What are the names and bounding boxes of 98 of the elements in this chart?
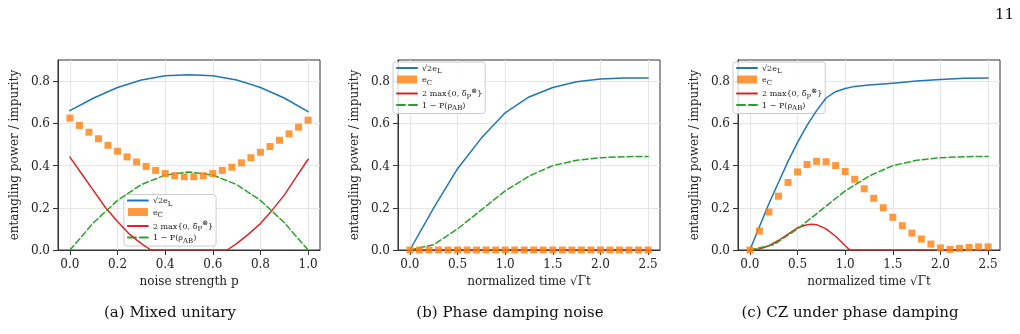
x-tick-label: 1.0: [495, 257, 515, 271]
point: [832, 162, 840, 170]
point: [927, 240, 935, 248]
y-tick-label: 0.2: [710, 200, 730, 215]
x-tick-label: 2.0: [930, 257, 950, 271]
x-tick-label: 0.5: [787, 257, 808, 271]
x-tick-label: 0.6: [203, 257, 223, 271]
point: [295, 123, 303, 131]
point: [152, 166, 160, 174]
point: [123, 153, 131, 161]
y-axis-title: entangling power / impurity: [7, 69, 21, 241]
y-tick-label: 0.2: [30, 200, 50, 215]
y-tick-label: 0.6: [710, 116, 730, 131]
point: [228, 163, 236, 171]
y-tick-label: 0.6: [370, 116, 390, 131]
point: [171, 172, 179, 180]
point: [237, 159, 245, 167]
point: [784, 178, 792, 186]
point: [774, 192, 782, 200]
y-tick-label: 0.4: [30, 158, 51, 173]
point: [908, 229, 916, 237]
x-tick-label: 0.0: [60, 257, 80, 271]
point: [803, 161, 811, 168]
point: [133, 158, 141, 166]
point: [276, 136, 284, 144]
x-tick-label: 1.0: [835, 257, 855, 271]
point: [256, 148, 264, 156]
y-tick-label: 0.0: [370, 243, 390, 257]
point: [266, 143, 274, 151]
point: [879, 204, 887, 212]
text: 11: [994, 4, 1015, 23]
text: (c) CZ under phase damping: [741, 302, 960, 321]
x-axis-title: normalized time √Γt: [807, 273, 931, 288]
x-tick-label: 0.8: [250, 257, 270, 271]
y-tick-label: 0.2: [370, 200, 390, 215]
point: [936, 244, 944, 252]
point: [870, 194, 878, 202]
x-tick-label: 0.4: [155, 257, 176, 271]
point: [66, 114, 74, 122]
y-tick-label: 0.8: [370, 74, 390, 89]
point: [142, 162, 150, 170]
y-tick-label: 0.4: [370, 158, 391, 173]
point: [247, 154, 255, 162]
x-tick-label: 0.2: [107, 257, 128, 271]
point: [209, 170, 217, 178]
point: [755, 227, 763, 235]
point: [813, 157, 821, 165]
point: [304, 116, 312, 124]
point: [161, 170, 169, 178]
x-tick-label: 2.5: [638, 257, 658, 271]
point: [946, 245, 954, 253]
x-tick-label: 0.0: [740, 257, 760, 271]
point: [285, 130, 293, 138]
point: [860, 185, 868, 193]
line-series: [69, 156, 309, 251]
x-axis-title: noise strength p: [139, 273, 239, 288]
point: [822, 158, 830, 166]
line-series: [69, 171, 309, 251]
point: [917, 235, 925, 243]
x-tick-label: 2.5: [978, 257, 998, 271]
point: [85, 128, 93, 136]
x-tick-label: 1.0: [298, 257, 318, 271]
y-tick-label: 0.8: [30, 74, 50, 89]
point: [746, 246, 754, 254]
x-tick-label: 0.5: [447, 257, 468, 271]
point: [794, 168, 802, 176]
point: [765, 208, 773, 216]
point: [94, 135, 102, 143]
point: [984, 243, 992, 251]
line-series: [69, 74, 309, 113]
point: [190, 173, 198, 181]
x-tick-label: 1.5: [883, 257, 903, 271]
point: [956, 244, 964, 252]
x-axis-title: normalized time √Γt: [467, 273, 591, 288]
point: [180, 173, 188, 181]
point: [851, 175, 859, 183]
y-tick-label: 0.6: [30, 116, 50, 131]
point: [218, 166, 226, 174]
y-tick-label: 0.0: [710, 243, 730, 257]
x-tick-label: 2.0: [590, 257, 610, 271]
point: [889, 213, 897, 221]
point: [75, 121, 83, 129]
point: [965, 243, 973, 251]
point: [104, 141, 112, 149]
point: [114, 147, 122, 155]
y-tick-label: 0.0: [30, 243, 50, 257]
point: [898, 222, 906, 230]
y-axis-title: entangling power / impurity: [687, 69, 701, 241]
point: [841, 167, 849, 175]
x-tick-label: 0.0: [400, 257, 420, 271]
point: [199, 172, 207, 180]
y-axis-title: entangling power / impurity: [347, 69, 361, 241]
text: (b) Phase damping noise: [416, 302, 604, 321]
x-tick-label: 1.5: [543, 257, 563, 271]
point: [975, 243, 983, 251]
text: (a) Mixed unitary: [103, 302, 237, 321]
y-tick-label: 0.8: [710, 74, 730, 89]
y-tick-label: 0.4: [710, 158, 731, 173]
